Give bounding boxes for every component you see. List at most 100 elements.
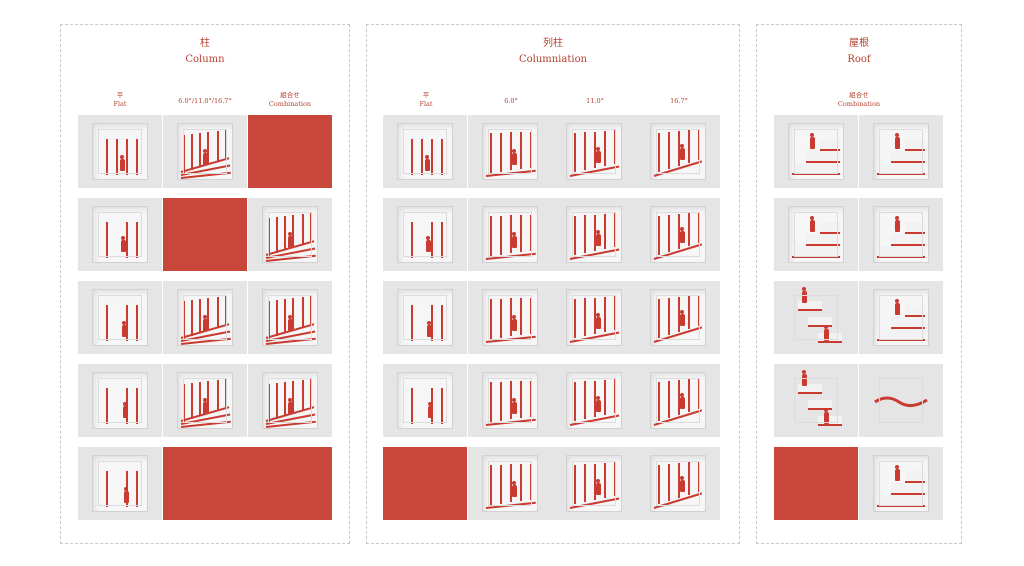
column-post [500, 132, 502, 172]
empty-cell [163, 447, 332, 520]
human-figure [428, 402, 433, 418]
column-post [217, 131, 219, 161]
model-box [566, 289, 622, 346]
photo-cell [859, 198, 943, 271]
photo-cell [636, 198, 720, 271]
ramp [653, 492, 703, 509]
column-post [510, 381, 512, 420]
human-figure [802, 370, 807, 386]
model-box [788, 287, 844, 346]
model-box [92, 206, 148, 263]
model-box [262, 289, 318, 346]
panel-column: 柱 Column 平 Flat 6.0°/11.0°/16.7° 組合せ Com… [60, 24, 350, 544]
human-figure [512, 231, 517, 248]
human-figure [288, 398, 293, 414]
model-box [788, 206, 844, 263]
column-post [106, 471, 108, 507]
column-post [678, 213, 680, 249]
human-figure [203, 149, 208, 165]
photo-cell [774, 198, 858, 271]
column-post [574, 215, 576, 256]
human-figure [680, 310, 685, 327]
panel-title-jp: 屋根 [849, 38, 869, 49]
column-header-jp: 組合せ [280, 91, 300, 99]
photo-cell [552, 281, 636, 354]
column-post [668, 380, 670, 418]
model-box [650, 372, 706, 429]
model-box [873, 123, 929, 180]
photo-cell [636, 115, 720, 188]
photo-cell [383, 115, 467, 188]
human-figure [425, 155, 430, 171]
human-figure [802, 287, 807, 303]
model-box [873, 289, 929, 346]
column-post [500, 464, 502, 504]
human-figure [596, 229, 601, 246]
column-post [678, 462, 680, 498]
column-post [698, 294, 700, 326]
empty-cell [248, 115, 332, 188]
ramp [180, 171, 231, 179]
column-post [668, 131, 670, 169]
column-post [276, 383, 278, 419]
column-post [678, 379, 680, 415]
column-post [207, 298, 209, 330]
column-post [490, 215, 492, 256]
column-post [584, 381, 586, 420]
column-post [302, 297, 304, 327]
ramp [180, 337, 231, 345]
column-post [310, 379, 312, 407]
column-header-jp: 平 [116, 91, 124, 99]
column-header-en: Flat [419, 100, 433, 108]
column-post [183, 135, 185, 173]
column-post [530, 214, 532, 252]
human-figure [810, 216, 815, 232]
stair-step [806, 234, 840, 246]
column-post [678, 130, 680, 166]
model-box [177, 123, 233, 180]
model-box [92, 372, 148, 429]
terrace-shelf [818, 416, 842, 426]
human-figure [680, 476, 685, 493]
model-box [566, 372, 622, 429]
column-post [411, 139, 413, 175]
empty-cell [383, 447, 467, 520]
column-post [441, 388, 443, 424]
column-post [106, 305, 108, 341]
column-post [106, 388, 108, 424]
stair-step [820, 222, 840, 234]
column-post [490, 298, 492, 339]
column-post [191, 134, 193, 170]
column-post [431, 139, 433, 175]
column-header-en: Flat [113, 100, 127, 108]
human-figure [426, 236, 431, 252]
panel-title-en: Columniation [518, 54, 588, 65]
column-post [668, 297, 670, 335]
stair-step [905, 305, 925, 317]
column-header: 組合せ Combination [817, 91, 901, 109]
photo-cell [468, 115, 552, 188]
empty-cell [163, 198, 247, 271]
column-post [302, 214, 304, 244]
ramp [180, 157, 230, 173]
column-post [126, 139, 128, 175]
model-box [650, 455, 706, 512]
column-post [604, 297, 606, 333]
column-post [106, 222, 108, 258]
column-header-en: 16.7° [670, 97, 688, 105]
panel-title: 列柱 Columniation [367, 37, 739, 67]
terrace-shelf [798, 301, 822, 311]
column-post [510, 215, 512, 254]
model-box [650, 206, 706, 263]
photo-cell [383, 364, 467, 437]
panel-title: 屋根 Roof [757, 37, 961, 67]
column-post [276, 300, 278, 336]
column-post [183, 384, 185, 422]
column-post [268, 384, 270, 422]
column-post [658, 381, 660, 421]
human-figure [203, 398, 208, 414]
ramp [569, 165, 620, 177]
column-post [431, 388, 433, 424]
model-box [262, 372, 318, 429]
column-post [136, 222, 138, 258]
